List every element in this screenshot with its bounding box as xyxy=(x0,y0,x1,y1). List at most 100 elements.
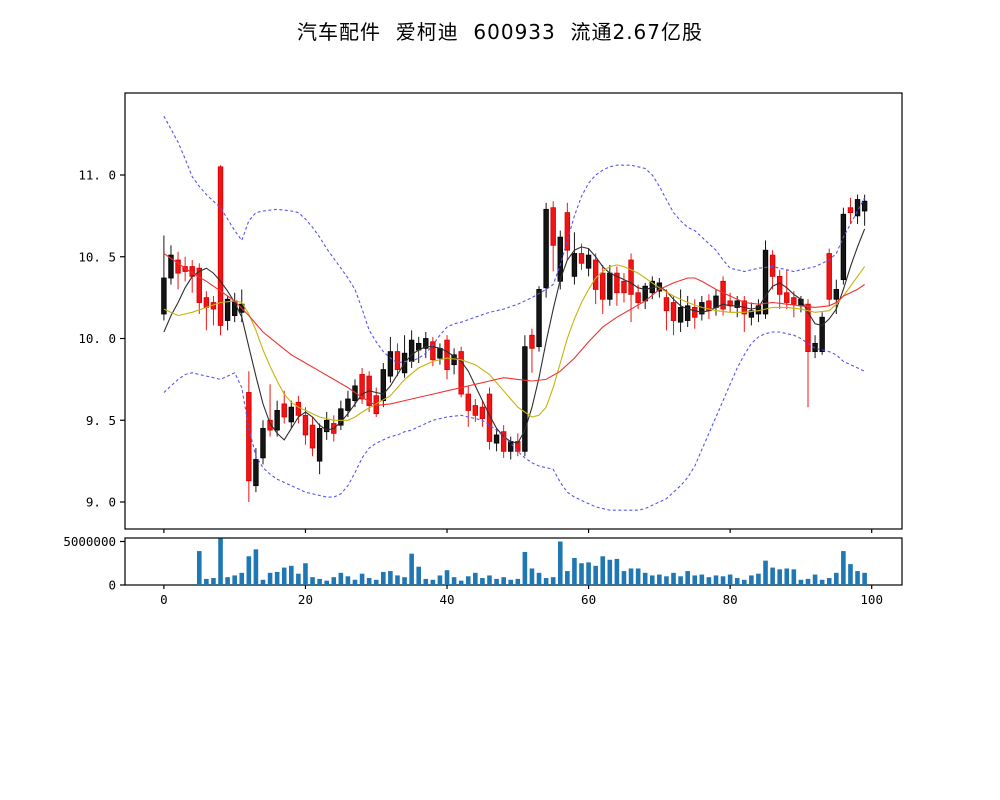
candle-down xyxy=(472,405,479,416)
volume-bar xyxy=(664,576,669,585)
volume-bar xyxy=(473,572,478,585)
candle-down xyxy=(628,259,634,295)
volume-bar xyxy=(480,578,485,585)
candle-down xyxy=(805,303,811,352)
volume-bar xyxy=(600,556,606,585)
volume-bar xyxy=(515,578,521,585)
volume-bar xyxy=(798,579,804,585)
volume-tick-label: 5000000 xyxy=(63,534,116,549)
volume-bar xyxy=(855,571,860,585)
candle-up xyxy=(288,406,295,423)
candle-up xyxy=(387,351,394,377)
volume-bar xyxy=(381,571,386,585)
volume-bar xyxy=(395,575,400,585)
candle-up xyxy=(168,254,174,279)
volume-bar xyxy=(671,572,676,585)
volume-bar xyxy=(423,578,429,585)
volume-bar xyxy=(841,551,846,585)
candle-down xyxy=(614,272,620,294)
volume-bar xyxy=(487,575,492,585)
volume-bar xyxy=(727,574,733,585)
candle-down xyxy=(458,351,464,395)
volume-bar xyxy=(642,572,648,585)
candle-down xyxy=(281,403,287,418)
price-tick-label: 9. 5 xyxy=(86,413,116,428)
candle-down xyxy=(203,297,210,308)
candle-down xyxy=(670,302,677,321)
candle-down xyxy=(175,259,181,274)
volume-bars-layer xyxy=(196,538,867,585)
candle-up xyxy=(253,459,259,487)
volume-bar xyxy=(437,575,443,585)
volume-bar xyxy=(409,553,414,585)
candle-down xyxy=(217,166,224,326)
volume-bar xyxy=(649,575,655,585)
overlay-lines-layer xyxy=(163,115,866,511)
candle-up xyxy=(380,369,387,402)
candle-down xyxy=(663,297,670,312)
volume-bar xyxy=(848,564,853,585)
volume-bar xyxy=(253,549,259,585)
volume-bar xyxy=(444,570,450,585)
chart-title: 汽车配件 爱柯迪 600933 流通2.67亿股 xyxy=(296,20,704,44)
volume-bar xyxy=(657,574,662,585)
volume-bar xyxy=(529,568,535,585)
volume-tick-label: 0 xyxy=(108,578,116,593)
volume-bar xyxy=(451,577,457,585)
volume-bar xyxy=(331,577,337,585)
price-tick-label: 9. 0 xyxy=(86,495,116,510)
volume-bar xyxy=(338,572,344,585)
volume-bar xyxy=(749,575,754,585)
candle-down xyxy=(635,292,641,303)
volume-bar xyxy=(784,568,790,585)
candle-up xyxy=(508,441,514,452)
price-tick-label: 10. 5 xyxy=(78,249,116,264)
volume-bar xyxy=(204,578,209,585)
volume-bar xyxy=(196,551,202,585)
price-tick-label: 10. 0 xyxy=(78,331,116,346)
candle-up xyxy=(677,307,684,323)
candle-down xyxy=(267,419,273,431)
candle-up xyxy=(316,428,323,462)
bollinger-lower-line xyxy=(163,331,865,511)
candle-down xyxy=(720,280,726,310)
volume-bar xyxy=(685,571,690,585)
volume-bar xyxy=(678,576,683,585)
x-tick-label: 60 xyxy=(581,592,596,607)
ma-fast-black-line xyxy=(163,228,866,444)
volume-bar xyxy=(324,580,329,585)
volume-bar xyxy=(267,572,273,585)
candle-up xyxy=(408,339,415,362)
candle-down xyxy=(784,292,790,303)
candle-up xyxy=(713,295,719,308)
volume-bar xyxy=(699,574,705,585)
candle-down xyxy=(692,307,698,318)
x-tick-label: 100 xyxy=(860,592,883,607)
candle-up xyxy=(352,385,358,402)
volume-bar xyxy=(402,577,407,585)
candle-up xyxy=(323,419,330,433)
candle-up xyxy=(607,272,613,300)
volume-bar xyxy=(317,578,322,585)
candle-down xyxy=(359,374,365,400)
x-tick-label: 0 xyxy=(160,592,168,607)
volume-bar xyxy=(458,580,464,585)
candle-down xyxy=(394,351,401,370)
volume-bar xyxy=(720,576,726,585)
volume-bar xyxy=(826,578,832,585)
candle-down xyxy=(776,275,783,295)
volume-bar xyxy=(345,576,351,585)
candle-up xyxy=(536,289,542,348)
volume-bar xyxy=(621,571,627,585)
candle-down xyxy=(196,267,202,303)
candle-up xyxy=(748,310,755,318)
volume-bar xyxy=(289,565,294,585)
candle-down xyxy=(847,207,854,214)
candle-down xyxy=(309,424,316,449)
candle-down xyxy=(550,207,556,246)
volume-bar xyxy=(366,578,372,585)
volume-bar xyxy=(862,572,867,585)
candle-down xyxy=(500,431,507,452)
volume-bar xyxy=(501,577,506,585)
